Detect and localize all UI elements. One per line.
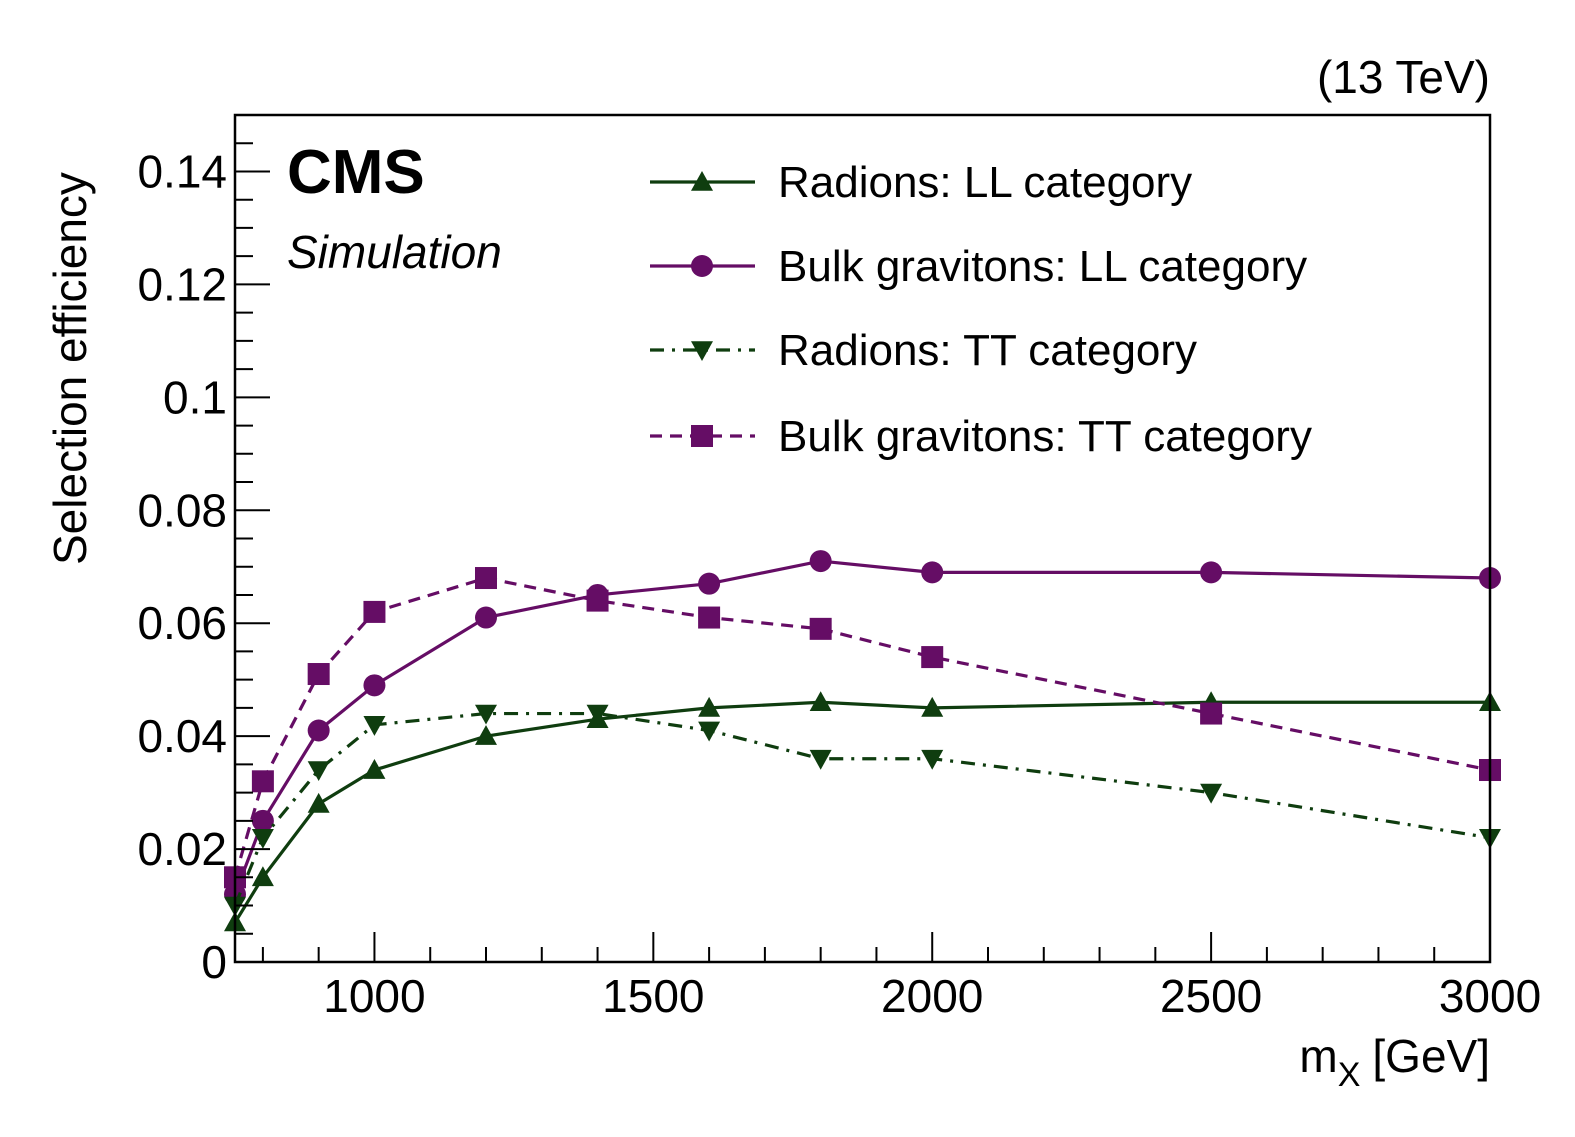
data-point xyxy=(363,759,386,779)
y-tick-label: 0.06 xyxy=(137,597,227,649)
data-point xyxy=(475,567,497,590)
x-axis-title-sub: X xyxy=(1338,1056,1361,1094)
legend-label: Bulk gravitons: TT category xyxy=(778,412,1312,461)
data-point xyxy=(809,550,832,573)
legend-item: Bulk gravitons: TT category xyxy=(650,412,1312,461)
data-point xyxy=(251,809,274,832)
data-point xyxy=(363,674,386,697)
data-point xyxy=(586,704,609,725)
y-tick-label: 0.1 xyxy=(163,371,227,423)
x-tick-label: 2000 xyxy=(881,970,983,1022)
data-point xyxy=(251,828,274,849)
data-point xyxy=(921,696,944,717)
status-label: Simulation xyxy=(287,226,502,278)
legend-item: Bulk gravitons: LL category xyxy=(650,242,1307,291)
data-point xyxy=(809,617,832,640)
y-tick-label: 0 xyxy=(201,936,227,988)
legend-marker xyxy=(691,255,713,277)
x-tick-label: 3000 xyxy=(1439,970,1541,1022)
y-tick-label: 0.12 xyxy=(137,258,227,310)
data-point xyxy=(251,770,274,793)
data-point xyxy=(307,663,330,686)
axis-ticks: 1000 1500 2000 2500 3000 0 0.02 0.04 0.06 0.08 0.1… xyxy=(137,114,1541,1022)
data-point xyxy=(698,606,721,629)
y-tick-label: 0.04 xyxy=(137,710,227,762)
data-point xyxy=(698,572,721,595)
series-4 xyxy=(224,567,1501,889)
data-point xyxy=(307,761,330,782)
legend-item: Radions: LL category xyxy=(650,158,1192,207)
data-point xyxy=(251,866,274,887)
y-tick-label: 0.08 xyxy=(137,484,227,536)
data-point xyxy=(921,646,944,669)
experiment-label: CMS xyxy=(287,138,425,207)
data-point xyxy=(363,600,386,623)
x-axis-title: mX [GeV] xyxy=(1299,1030,1490,1094)
x-tick-label: 1500 xyxy=(602,970,704,1022)
legend-marker xyxy=(691,425,713,447)
y-axis-title: Selection efficiency xyxy=(44,172,96,565)
legend: Radions: LL category Bulk gravitons: LL c… xyxy=(650,158,1312,461)
legend-label: Bulk gravitons: LL category xyxy=(778,242,1307,291)
data-point xyxy=(698,696,721,717)
data-point xyxy=(307,792,330,813)
legend-marker xyxy=(691,341,713,361)
data-point xyxy=(698,721,721,742)
data-point xyxy=(809,691,832,712)
y-tick-label: 0.02 xyxy=(137,823,227,875)
data-point xyxy=(921,749,944,770)
data-point xyxy=(363,716,386,736)
legend-label: Radions: TT category xyxy=(778,326,1197,375)
data-point xyxy=(586,589,609,612)
data-point xyxy=(307,719,330,742)
energy-label: (13 TeV) xyxy=(1317,51,1490,103)
legend-label: Radions: LL category xyxy=(778,158,1192,207)
data-point xyxy=(921,561,944,584)
data-point xyxy=(1200,561,1223,584)
data-point xyxy=(475,725,497,745)
x-axis-title-unit: [GeV] xyxy=(1372,1030,1490,1082)
legend-marker xyxy=(691,171,713,191)
data-point xyxy=(475,606,497,629)
data-point xyxy=(1200,702,1223,725)
x-axis-title-main: m xyxy=(1299,1030,1337,1082)
legend-item: Radions: TT category xyxy=(650,326,1197,375)
series-line xyxy=(233,576,1491,878)
series-layer xyxy=(224,550,1501,932)
x-tick-label: 2500 xyxy=(1160,970,1262,1022)
data-point xyxy=(1200,783,1223,804)
data-point xyxy=(809,749,832,770)
data-point xyxy=(475,704,497,725)
x-tick-label: 1000 xyxy=(323,970,425,1022)
y-tick-label: 0.14 xyxy=(137,145,227,197)
